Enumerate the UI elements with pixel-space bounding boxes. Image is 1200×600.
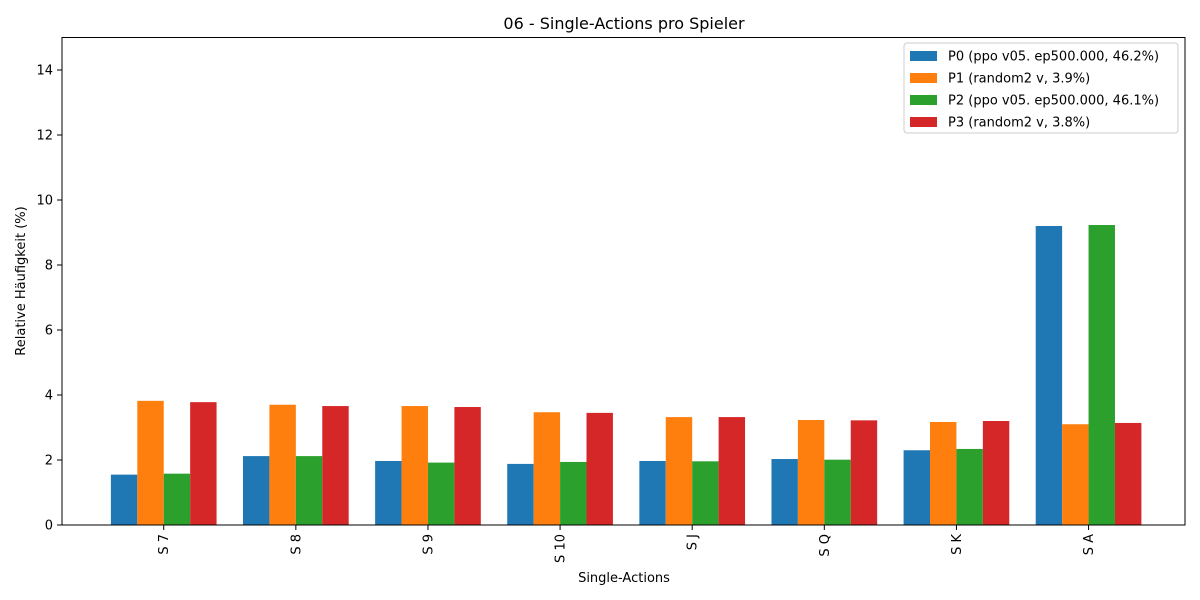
bar-p3-0 xyxy=(190,402,217,525)
bar-p0-2 xyxy=(375,460,402,525)
y-tick-label: 14 xyxy=(36,64,53,79)
legend-label-p3: P3 (random2 v, 3.8%) xyxy=(948,116,1090,131)
y-tick-label: 6 xyxy=(45,324,53,339)
bar-p0-7 xyxy=(1035,226,1063,525)
legend: P0 (ppo v05. ep500.000, 46.2%) P1 (random… xyxy=(903,42,1179,134)
bar-p0-4 xyxy=(639,460,666,525)
bars-group xyxy=(110,225,1142,526)
bar-p3-3 xyxy=(586,412,613,526)
y-axis: 0 2 4 6 8 10 12 14 xyxy=(36,64,62,534)
bar-p2-4 xyxy=(692,461,719,525)
x-tick-label: S J xyxy=(686,534,701,550)
bar-p1-2 xyxy=(401,406,428,525)
x-tick-label: S 10 xyxy=(554,534,569,563)
y-tick-label: 0 xyxy=(45,519,53,534)
bar-p0-0 xyxy=(110,474,138,526)
x-tick-label: S K xyxy=(950,534,965,555)
legend-swatch-p3 xyxy=(910,117,937,127)
bar-p2-3 xyxy=(560,461,587,525)
chart-title: 06 - Single-Actions pro Spieler xyxy=(503,14,745,33)
y-tick-label: 2 xyxy=(45,454,53,469)
x-tick-label: S 7 xyxy=(157,534,172,555)
bar-p0-1 xyxy=(243,456,270,525)
legend-label-p1: P1 (random2 v, 3.9%) xyxy=(948,72,1090,87)
x-tick-label: S A xyxy=(1082,534,1097,555)
bar-p2-1 xyxy=(295,456,323,525)
y-tick-label: 12 xyxy=(36,129,53,144)
bar-p3-4 xyxy=(718,417,746,525)
bar-p3-6 xyxy=(982,421,1010,525)
legend-swatch-p0 xyxy=(910,51,937,61)
legend-label-p2: P2 (ppo v05. ep500.000, 46.1%) xyxy=(948,94,1159,109)
y-tick-label: 10 xyxy=(36,194,53,209)
legend-swatch-p1 xyxy=(910,73,937,83)
legend-box xyxy=(903,42,1179,134)
x-axis: S 7 S 8 S 9 S 10 S J S Q S K S A xyxy=(157,525,1097,563)
bar-p1-6 xyxy=(930,421,957,525)
bar-p1-0 xyxy=(137,400,164,525)
bar-p1-7 xyxy=(1062,424,1089,525)
bar-p0-6 xyxy=(903,450,931,525)
bar-p1-5 xyxy=(797,420,825,525)
bar-p3-5 xyxy=(850,420,878,525)
bar-p0-5 xyxy=(771,459,798,525)
plot-frame xyxy=(61,37,1186,526)
x-tick-label: S 8 xyxy=(289,534,304,555)
bar-p2-6 xyxy=(956,448,983,525)
x-axis-label: Single-Actions xyxy=(578,571,670,586)
bar-p2-2 xyxy=(427,462,455,525)
y-axis-label: Relative Häufigkeit (%) xyxy=(14,206,29,355)
bar-p0-3 xyxy=(507,463,534,525)
bar-p3-7 xyxy=(1114,422,1142,525)
x-tick-label: S Q xyxy=(818,534,833,557)
legend-label-p0: P0 (ppo v05. ep500.000, 46.2%) xyxy=(948,50,1159,65)
y-tick-label: 8 xyxy=(45,259,53,274)
legend-swatch-p2 xyxy=(910,95,937,105)
bar-p2-7 xyxy=(1088,225,1115,525)
bar-p3-2 xyxy=(454,407,481,525)
bar-p1-4 xyxy=(665,417,693,525)
bar-p3-1 xyxy=(322,406,349,525)
bar-p1-1 xyxy=(269,404,296,525)
y-tick-label: 4 xyxy=(45,389,53,404)
x-tick-label: S 9 xyxy=(421,534,436,555)
bar-p2-5 xyxy=(824,459,851,525)
bar-p2-0 xyxy=(163,473,191,525)
bar-p1-3 xyxy=(533,412,561,525)
